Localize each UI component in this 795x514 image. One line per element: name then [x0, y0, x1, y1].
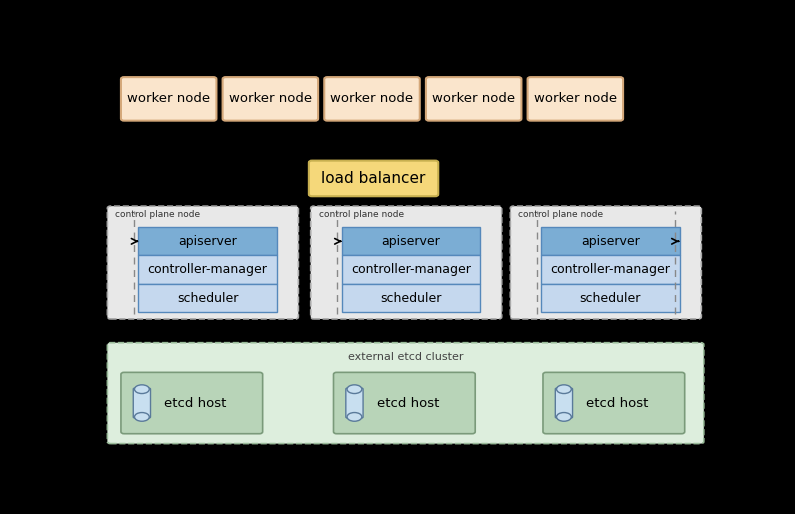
FancyBboxPatch shape — [342, 227, 480, 255]
FancyBboxPatch shape — [138, 255, 277, 284]
FancyBboxPatch shape — [541, 284, 680, 312]
Text: controller-manager: controller-manager — [550, 263, 670, 276]
Text: control plane node: control plane node — [115, 211, 200, 219]
Ellipse shape — [556, 413, 572, 421]
Text: worker node: worker node — [533, 93, 617, 105]
Text: etcd host: etcd host — [164, 396, 227, 410]
FancyBboxPatch shape — [346, 388, 363, 418]
FancyBboxPatch shape — [342, 284, 480, 312]
FancyBboxPatch shape — [555, 388, 572, 418]
FancyBboxPatch shape — [311, 206, 502, 319]
Text: control plane node: control plane node — [319, 211, 404, 219]
FancyBboxPatch shape — [528, 77, 623, 121]
Text: control plane node: control plane node — [518, 211, 603, 219]
FancyBboxPatch shape — [426, 77, 522, 121]
Ellipse shape — [134, 413, 149, 421]
Text: apiserver: apiserver — [581, 235, 640, 248]
FancyBboxPatch shape — [342, 255, 480, 284]
FancyBboxPatch shape — [510, 206, 701, 319]
FancyBboxPatch shape — [541, 227, 680, 255]
Text: scheduler: scheduler — [176, 291, 238, 304]
Text: controller-manager: controller-manager — [148, 263, 267, 276]
Ellipse shape — [134, 385, 149, 394]
Text: worker node: worker node — [229, 93, 312, 105]
FancyBboxPatch shape — [107, 343, 704, 444]
Text: etcd host: etcd host — [377, 396, 439, 410]
FancyBboxPatch shape — [324, 77, 420, 121]
Text: etcd host: etcd host — [586, 396, 649, 410]
Text: load balancer: load balancer — [321, 171, 426, 186]
FancyBboxPatch shape — [223, 77, 318, 121]
FancyBboxPatch shape — [308, 160, 438, 196]
FancyBboxPatch shape — [541, 255, 680, 284]
Text: apiserver: apiserver — [382, 235, 440, 248]
Text: scheduler: scheduler — [580, 291, 641, 304]
Ellipse shape — [556, 385, 572, 394]
Text: controller-manager: controller-manager — [351, 263, 471, 276]
FancyBboxPatch shape — [107, 206, 298, 319]
Ellipse shape — [347, 413, 362, 421]
FancyBboxPatch shape — [134, 388, 150, 418]
Text: apiserver: apiserver — [178, 235, 237, 248]
Ellipse shape — [347, 385, 362, 394]
Text: external etcd cluster: external etcd cluster — [348, 352, 463, 362]
Text: worker node: worker node — [432, 93, 515, 105]
FancyBboxPatch shape — [543, 372, 684, 434]
Text: worker node: worker node — [127, 93, 210, 105]
FancyBboxPatch shape — [121, 372, 262, 434]
Text: scheduler: scheduler — [380, 291, 441, 304]
Text: worker node: worker node — [331, 93, 413, 105]
FancyBboxPatch shape — [334, 372, 475, 434]
FancyBboxPatch shape — [138, 284, 277, 312]
FancyBboxPatch shape — [138, 227, 277, 255]
FancyBboxPatch shape — [121, 77, 216, 121]
